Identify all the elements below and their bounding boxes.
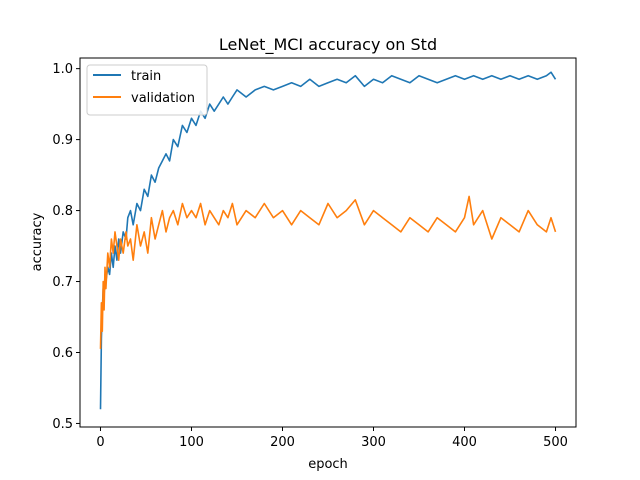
x-tick-label: 400 <box>452 435 477 450</box>
x-axis-ticks: 0 100 200 300 400 500 <box>96 427 568 450</box>
y-tick-label: 0.9 <box>52 133 73 148</box>
x-tick-label: 300 <box>361 435 386 450</box>
x-tick-label: 100 <box>179 435 204 450</box>
chart-title: LeNet_MCI accuracy on Std <box>219 35 437 55</box>
x-axis-label: epoch <box>308 457 348 472</box>
series-line-validation <box>99 195 557 349</box>
x-tick-label: 0 <box>96 435 104 450</box>
plot-area <box>79 57 577 428</box>
legend: train validation <box>86 64 208 116</box>
legend-label-train: train <box>131 69 161 84</box>
y-tick-label: 0.8 <box>52 204 73 219</box>
y-tick-label: 0.6 <box>52 346 73 361</box>
legend-box <box>86 64 208 116</box>
y-axis-label: accuracy <box>30 212 45 271</box>
y-tick-label: 0.5 <box>52 417 73 432</box>
x-tick-label: 500 <box>543 435 568 450</box>
y-tick-label: 0.7 <box>52 275 73 290</box>
series-layer <box>99 71 557 410</box>
legend-label-validation: validation <box>131 91 195 106</box>
y-tick-label: 1.0 <box>52 62 73 77</box>
x-tick-label: 200 <box>270 435 295 450</box>
axes-frame <box>79 57 577 428</box>
y-axis-ticks: 0.5 0.6 0.7 0.8 0.9 1.0 <box>52 62 80 432</box>
